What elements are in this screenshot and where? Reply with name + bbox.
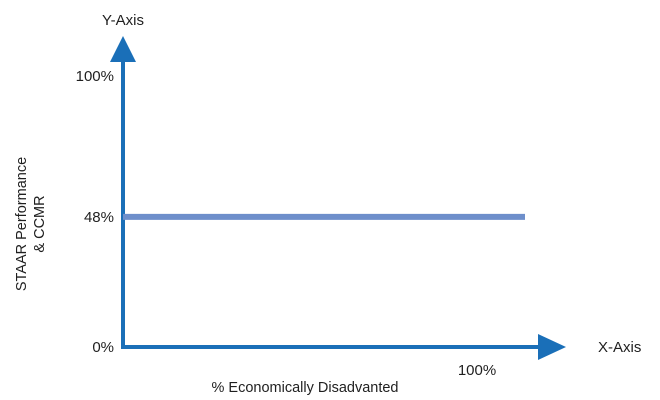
y-tick-labels: 0% 48% 100% bbox=[76, 68, 114, 356]
y-axis-title: STAAR Performance & CCMR bbox=[14, 157, 48, 291]
y-axis-title-line-2: & CCMR bbox=[32, 195, 48, 252]
y-tick-label: 100% bbox=[76, 68, 114, 85]
x-axis-arrowhead bbox=[538, 334, 566, 360]
x-tick-label: 100% bbox=[458, 362, 496, 379]
x-axis-name: X-Axis bbox=[598, 339, 641, 356]
y-axis-arrowhead bbox=[110, 36, 136, 62]
y-tick-label: 0% bbox=[92, 339, 114, 356]
x-axis-title: % Economically Disadvanted bbox=[212, 380, 399, 396]
y-axis-title-line-1: STAAR Performance bbox=[14, 157, 30, 291]
y-axis-name: Y-Axis bbox=[102, 12, 144, 29]
x-tick-labels: 100% bbox=[458, 362, 496, 379]
y-tick-label: 48% bbox=[84, 209, 114, 226]
